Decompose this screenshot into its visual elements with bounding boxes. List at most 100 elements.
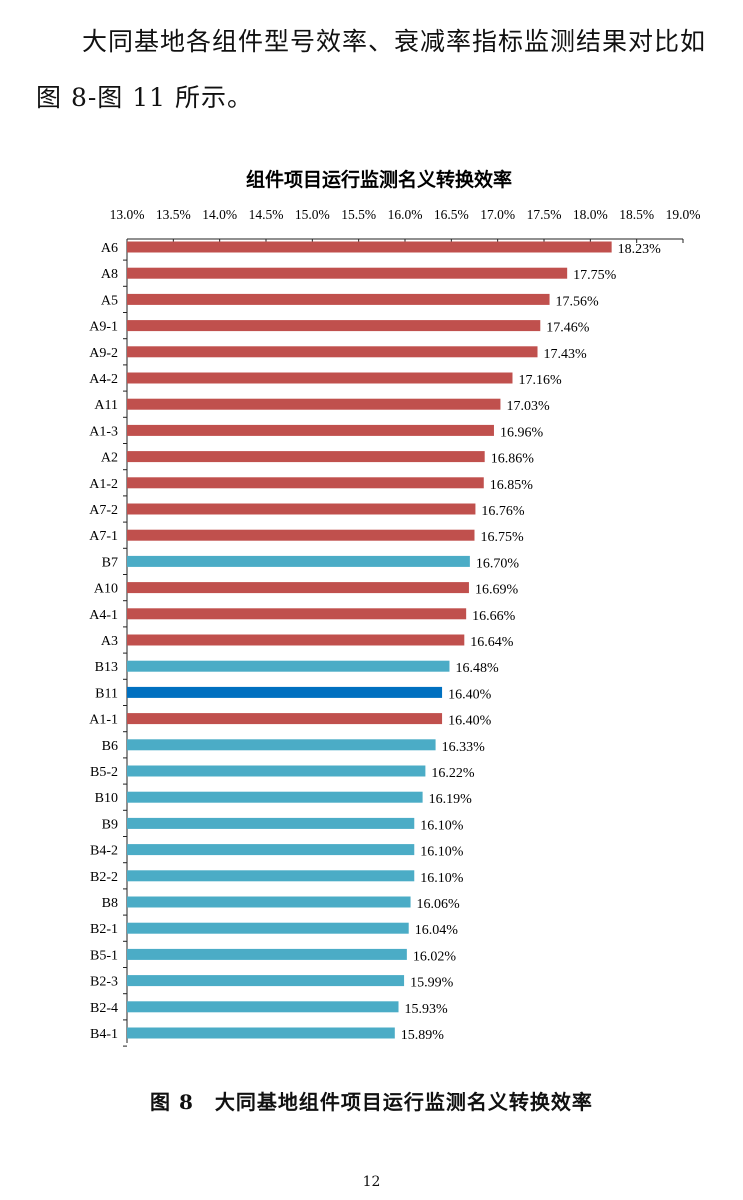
x-axis: 13.0% 13.5% 14.0% 14.5% 15.0% 15.5% 16.0% 16.5%…: [110, 207, 701, 1043]
category-label: B4-2: [90, 844, 118, 859]
bar: [127, 739, 436, 751]
bar: [127, 372, 513, 384]
bar: [127, 529, 475, 541]
bar: [127, 451, 485, 463]
data-label: 16.19%: [429, 792, 473, 807]
data-label: 15.89%: [401, 1028, 445, 1043]
bar: [127, 293, 550, 305]
x-tick-label: 17.0%: [480, 207, 515, 222]
bar: [127, 922, 409, 934]
data-label: 16.96%: [500, 425, 543, 440]
category-label: B6: [102, 739, 118, 754]
category-label: B2-1: [90, 922, 118, 937]
category-label: B2-2: [90, 870, 118, 885]
x-tick-label: 15.5%: [341, 207, 376, 222]
category-label: B8: [102, 896, 118, 911]
data-label: 15.93%: [405, 1002, 449, 1017]
category-label: A4-2: [89, 372, 118, 387]
bar: [127, 424, 494, 436]
bar: [127, 241, 612, 253]
efficiency-bar-chart: 组件项目运行监测名义转换效率 13.0% 13.5% 14.0% 14.5% 15.0%…: [89, 168, 701, 1047]
bar: [127, 320, 541, 332]
data-label: 16.06%: [417, 897, 461, 912]
x-tick-label: 16.5%: [434, 207, 469, 222]
x-tick-label: 15.0%: [295, 207, 330, 222]
data-label: 16.40%: [448, 687, 492, 702]
category-label: B2-3: [90, 975, 118, 990]
x-tick-label: 18.5%: [619, 207, 654, 222]
bar: [127, 1027, 395, 1039]
x-tick-label: 14.0%: [202, 207, 237, 222]
data-label: 16.10%: [420, 845, 464, 860]
x-tick-label: 19.0%: [666, 207, 701, 222]
bar: [127, 870, 415, 882]
x-tick-label: 16.0%: [388, 207, 423, 222]
bar: [127, 975, 405, 987]
category-label: A8: [101, 267, 118, 282]
data-label: 17.46%: [546, 321, 590, 336]
data-label: 17.16%: [518, 373, 562, 388]
category-label: A2: [101, 451, 118, 466]
bar: [127, 582, 469, 594]
category-label: B5-1: [90, 948, 118, 963]
data-label: 16.86%: [491, 452, 535, 467]
figure-caption: 图 8 大同基地组件项目运行监测名义转换效率: [150, 1090, 593, 1114]
x-tick-label: 14.5%: [249, 207, 284, 222]
category-label: A7-2: [89, 503, 118, 518]
category-label: A1-2: [89, 477, 118, 492]
bar: [127, 555, 470, 567]
intro-paragraph: 大同基地各组件型号效率、衰减率指标监测结果对比如图 8-图 11 所示。: [36, 14, 726, 126]
category-label: B2-4: [90, 1001, 118, 1016]
data-label: 17.03%: [506, 399, 550, 414]
bar: [127, 896, 411, 908]
category-label: A6: [101, 241, 118, 256]
intro-text: 大同基地各组件型号效率、衰减率指标监测结果对比如图 8-图 11 所示。: [36, 27, 707, 112]
bar: [127, 660, 450, 672]
bar: [127, 634, 465, 646]
bar: [127, 267, 568, 279]
category-label: B11: [95, 686, 118, 701]
category-label: B7: [102, 555, 118, 570]
page-number: 12: [362, 1174, 381, 1190]
bar: [127, 791, 423, 803]
x-tick-label: 18.0%: [573, 207, 608, 222]
bar: [127, 346, 538, 358]
data-label: 17.56%: [556, 294, 600, 309]
bar: [127, 608, 467, 620]
bar: [127, 477, 484, 489]
data-label: 16.04%: [415, 923, 459, 938]
bar: [127, 503, 476, 515]
bar-series: A6 18.23% A8 17.75% A5 17.56% A9-1 17.46% A9-2 17…: [89, 241, 662, 1047]
category-label: B10: [95, 791, 118, 806]
chart-title: 组件项目运行监测名义转换效率: [246, 168, 512, 191]
category-label: B4-1: [90, 1027, 118, 1042]
data-label: 16.70%: [476, 556, 520, 571]
bar: [127, 948, 407, 960]
category-label: B13: [95, 660, 118, 675]
data-label: 16.02%: [413, 949, 457, 964]
x-tick-label: 13.5%: [156, 207, 191, 222]
category-label: A3: [101, 634, 118, 649]
data-label: 16.10%: [420, 871, 464, 886]
category-label: A9-1: [89, 320, 118, 335]
data-label: 15.99%: [410, 976, 454, 991]
category-label: A5: [101, 293, 118, 308]
category-label: A11: [94, 398, 118, 413]
category-label: A10: [94, 582, 118, 597]
bar: [127, 398, 501, 410]
data-label: 16.48%: [455, 661, 499, 676]
data-label: 16.64%: [470, 635, 513, 650]
data-label: 16.10%: [420, 818, 464, 833]
data-label: 16.66%: [472, 609, 516, 624]
bar: [127, 817, 415, 829]
bar: [127, 765, 426, 777]
data-label: 16.85%: [490, 478, 534, 493]
data-label: 18.23%: [618, 242, 662, 257]
x-tick-label: 13.0%: [110, 207, 145, 222]
data-label: 16.69%: [475, 583, 519, 598]
data-label: 16.76%: [481, 504, 524, 519]
data-label: 16.75%: [481, 530, 525, 545]
category-label: A7-1: [89, 529, 118, 544]
bar: [127, 713, 443, 725]
data-label: 17.75%: [573, 268, 617, 283]
